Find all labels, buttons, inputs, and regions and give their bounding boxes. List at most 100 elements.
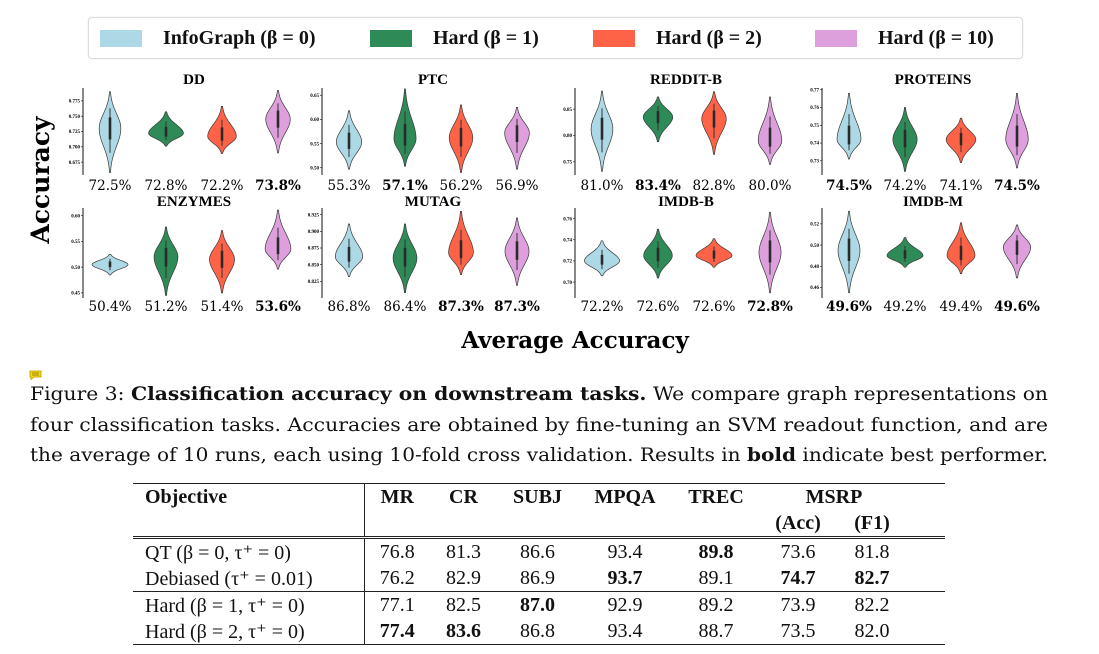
legend-item-infograph: InfoGraph (β = 0) <box>100 18 316 58</box>
average-accuracy-label: 72.2% <box>581 299 624 315</box>
table-cell: 73.9 <box>760 591 836 618</box>
header-msrp-acc: (Acc) <box>775 511 821 534</box>
legend-item-hard-10: Hard (β = 10) <box>815 18 994 58</box>
table-cell: 86.9 <box>520 566 555 589</box>
panel-title: IMDB-M <box>903 194 963 210</box>
table-cell: 81.3 <box>430 536 497 565</box>
header-mpqa: MPQA <box>578 483 672 510</box>
y-tick-label: 0.875 <box>308 247 320 252</box>
legend-swatch <box>370 29 412 47</box>
y-tick-label: 0.73 <box>810 159 819 164</box>
y-tick-label: 0.850 <box>308 263 320 268</box>
comment-note-icon[interactable] <box>29 370 42 380</box>
y-tick-label: 0.76 <box>810 106 819 111</box>
average-accuracy-label: 72.6% <box>693 299 736 315</box>
table-cell: 81.8 <box>836 536 909 565</box>
row-label: Debiased (τ⁺ = 0.01) <box>133 565 365 592</box>
header-msrp: MSRP <box>760 483 909 510</box>
panel-title: PROTEINS <box>895 72 972 88</box>
average-accuracy-label: 72.8% <box>747 299 793 315</box>
average-accuracy-label: 72.8% <box>145 178 188 194</box>
average-accuracy-label: 72.5% <box>89 178 132 194</box>
y-tick-label: 0.60 <box>71 214 80 219</box>
caption-bold-text: Classification accuracy on downstream ta… <box>130 384 647 405</box>
average-accuracy-label: 49.6% <box>826 299 872 315</box>
table-cell: 89.2 <box>672 591 760 618</box>
average-accuracy-label: 49.6% <box>994 299 1040 315</box>
caption-text: the average of 10 runs, each using 10-fo… <box>30 445 747 466</box>
table-cell: 74.7 <box>780 566 816 589</box>
caption-text: Figure 3: <box>30 384 131 405</box>
panel-title: ENZYMES <box>157 194 231 210</box>
table-cell: 77.4 <box>364 618 430 645</box>
table-cell: 93.4 <box>578 618 672 645</box>
y-tick-label: 0.725 <box>69 130 81 135</box>
panel-title: DD <box>183 72 205 88</box>
table-cell: 82.7 <box>854 566 890 589</box>
table-cell: 82.2 <box>836 591 909 618</box>
header-cr: CR <box>430 483 497 510</box>
panel-title: PTC <box>418 72 448 88</box>
table-cell: 73.6 <box>760 536 836 565</box>
average-accuracy-label: 87.3% <box>494 299 540 315</box>
table-row: Hard (β = 2, τ⁺ = 0) 77.4 83.6 86.8 93.4 88.7… <box>133 618 946 645</box>
y-tick-label: 0.825 <box>308 280 320 285</box>
average-accuracy-label: 81.0% <box>581 178 624 194</box>
header-mr: MR <box>364 483 430 510</box>
table-cell: 93.7 <box>607 566 643 589</box>
y-tick-label: 0.60 <box>310 118 319 123</box>
header-subj: SUBJ <box>497 483 578 510</box>
average-accuracy-label: 50.4% <box>89 299 132 315</box>
legend-item-hard-2: Hard (β = 2) <box>593 18 762 58</box>
caption-text: four classification tasks. Accuracies ar… <box>30 414 1048 436</box>
y-tick-label: 0.72 <box>563 260 572 265</box>
results-table: Objective MR CR SUBJ MPQA TREC MSRP (Acc… <box>133 483 946 645</box>
y-tick-label: 0.900 <box>308 230 320 235</box>
legend-label: Hard (β = 10) <box>878 26 994 49</box>
y-tick-label: 0.74 <box>810 142 819 147</box>
average-accuracy-label: 57.1% <box>382 178 428 194</box>
chart-legend: InfoGraph (β = 0) Hard (β = 1) Hard (β =… <box>88 17 1023 59</box>
y-tick-label: 0.85 <box>563 108 572 113</box>
legend-swatch <box>100 29 142 47</box>
header-trec: TREC <box>672 483 760 510</box>
y-tick-label: 0.52 <box>810 223 819 228</box>
y-tick-label: 0.74 <box>563 238 572 243</box>
table-cell: 88.7 <box>672 618 760 645</box>
table-row: Hard (β = 1, τ⁺ = 0) 77.1 82.5 87.0 92.9 89.2… <box>133 591 946 618</box>
table-row: Debiased (τ⁺ = 0.01) 76.2 82.9 86.9 93.7 89.1… <box>133 565 945 592</box>
table-cell: 86.8 <box>497 618 578 645</box>
y-tick-label: 0.700 <box>69 146 81 151</box>
y-tick-label: 0.65 <box>310 94 319 99</box>
average-accuracy-label: 86.8% <box>328 299 371 315</box>
table-cell: 73.5 <box>760 618 836 645</box>
legend-swatch <box>593 29 635 47</box>
table-cell: 87.0 <box>497 591 578 618</box>
y-axis-label: Accuracy <box>26 115 55 245</box>
row-label: QT (β = 0, τ⁺ = 0) <box>133 536 365 565</box>
table-cell: 83.6 <box>430 618 497 645</box>
y-tick-label: 0.46 <box>810 286 819 291</box>
x-axis-label: Average Accuracy <box>460 327 689 354</box>
average-accuracy-label: 49.2% <box>884 299 927 315</box>
header-msrp-f1: (F1) <box>854 511 890 534</box>
figure-caption: Figure 3: Classification accuracy on dow… <box>30 380 1060 472</box>
legend-swatch <box>815 29 857 47</box>
average-accuracy-label: 86.4% <box>384 299 427 315</box>
panel-title: REDDIT-B <box>650 72 722 88</box>
caption-line: four classification tasks. Accuracies ar… <box>30 411 1048 442</box>
y-tick-label: 0.48 <box>810 265 819 270</box>
y-tick-label: 0.750 <box>69 115 81 120</box>
panel-title: IMDB-B <box>658 194 714 210</box>
y-tick-label: 0.55 <box>71 240 80 245</box>
legend-label: Hard (β = 1) <box>433 26 539 49</box>
table-cell: 93.4 <box>578 536 672 565</box>
average-accuracy-label: 51.2% <box>145 299 188 315</box>
average-accuracy-label: 55.3% <box>328 178 371 194</box>
y-tick-label: 0.50 <box>310 166 319 171</box>
y-tick-label: 0.55 <box>310 142 319 147</box>
average-accuracy-label: 53.6% <box>255 299 301 315</box>
average-accuracy-label: 74.1% <box>940 178 983 194</box>
average-accuracy-label: 74.5% <box>826 178 872 194</box>
y-tick-label: 0.75 <box>563 161 572 166</box>
